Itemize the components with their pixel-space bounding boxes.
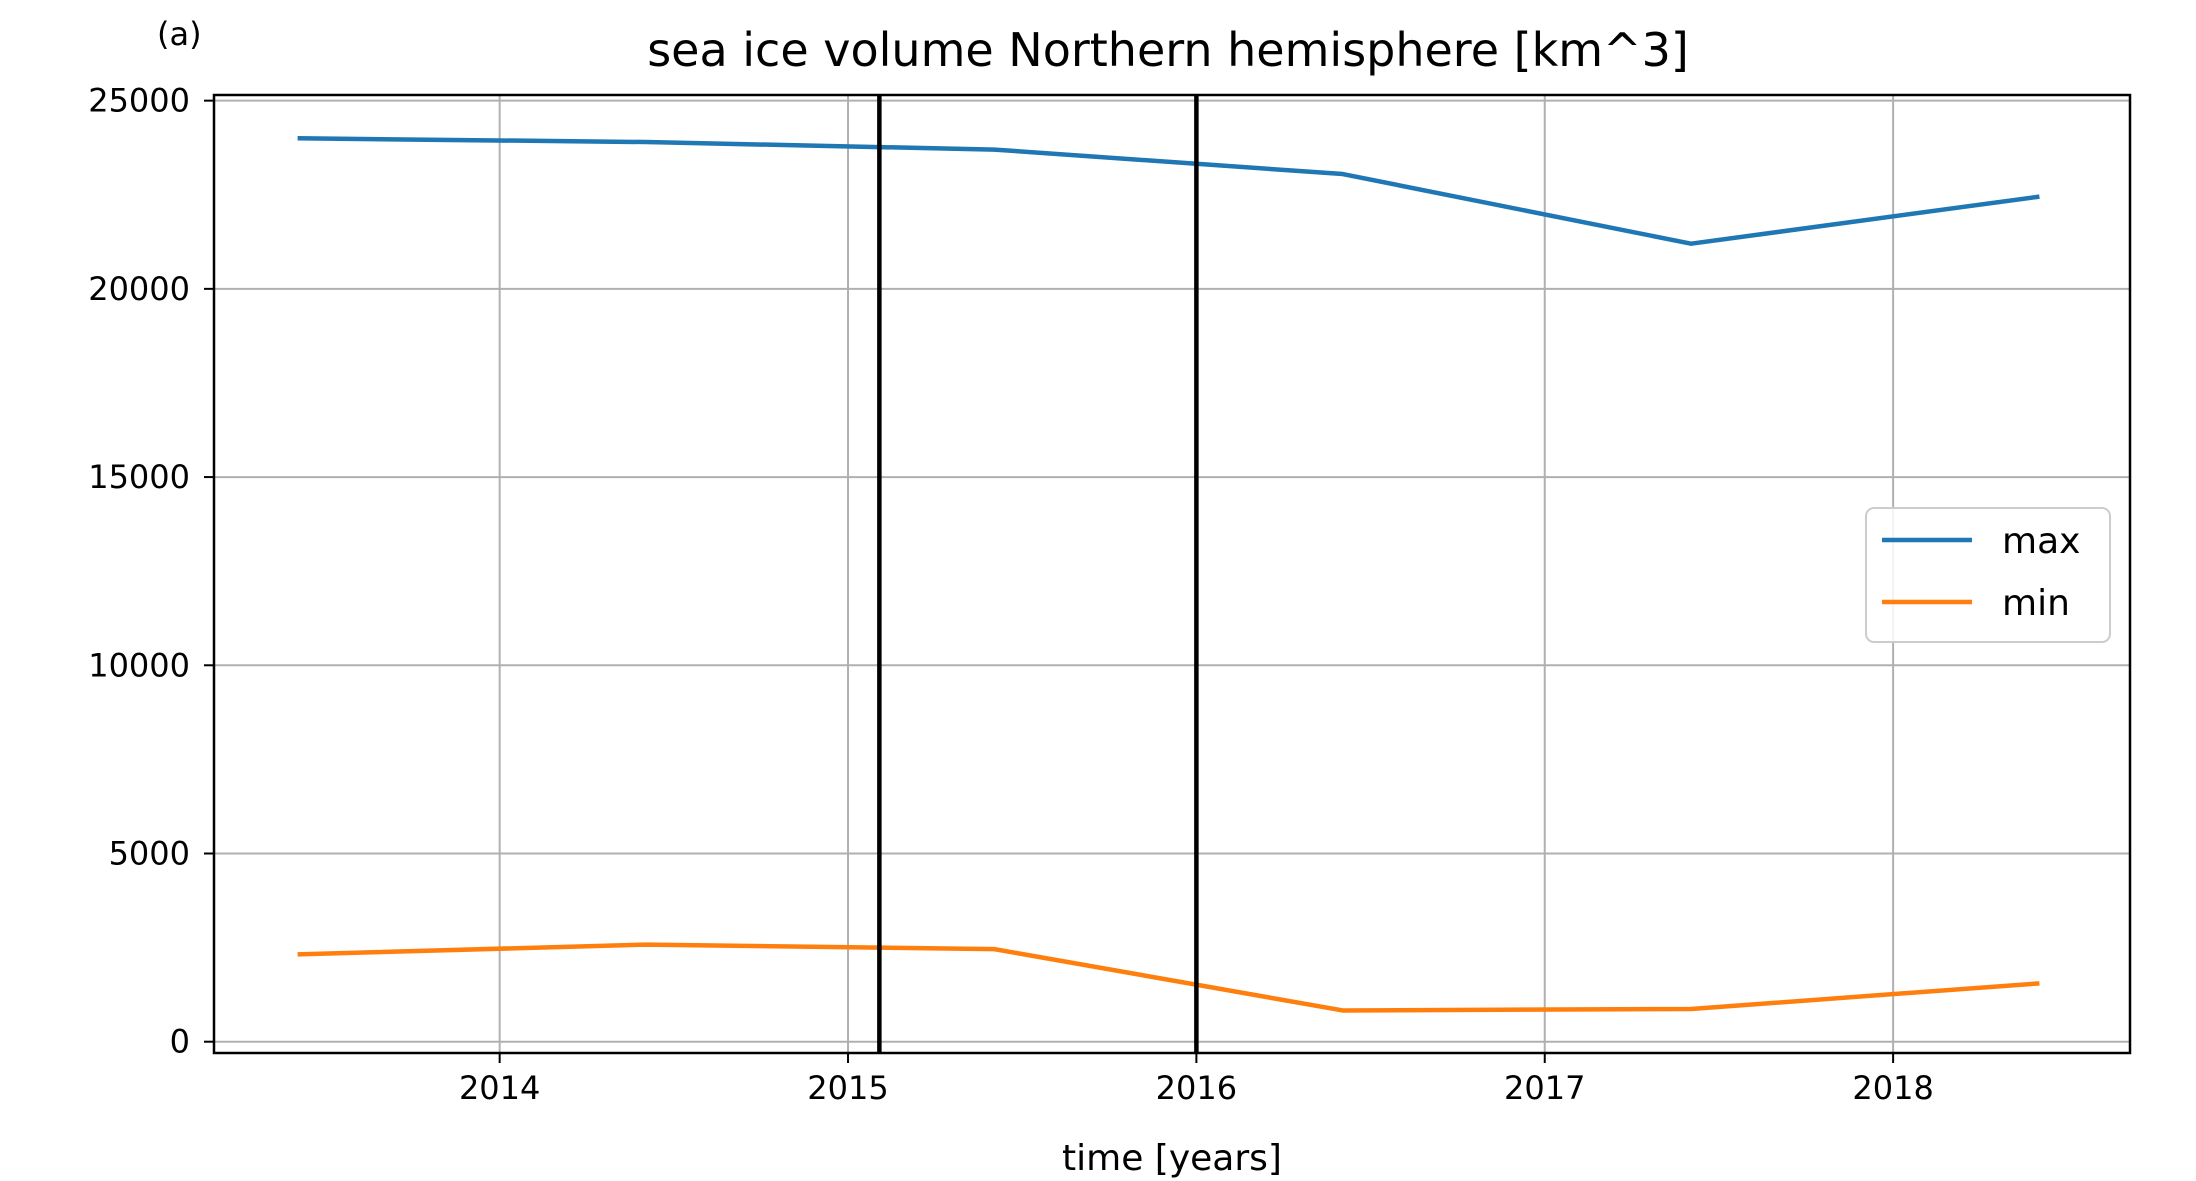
panel-label: (a) <box>157 15 202 53</box>
y-tick-label: 25000 <box>88 82 190 120</box>
x-tick-label: 2017 <box>1504 1069 1585 1107</box>
x-tick-label: 2015 <box>807 1069 888 1107</box>
y-tick-label: 20000 <box>88 270 190 308</box>
vertical-marker-lines <box>877 95 1199 1053</box>
y-tick-label: 0 <box>170 1023 190 1061</box>
x-tick-label: 2016 <box>1156 1069 1237 1107</box>
legend-label-min: min <box>2002 583 2070 624</box>
gridlines <box>214 95 2130 1053</box>
legend: max min <box>1865 507 2111 643</box>
y-axis-ticks: 0 5000 10000 15000 20000 25000 <box>88 82 214 1061</box>
series-line-max <box>297 136 2040 246</box>
x-tick-label: 2014 <box>459 1069 540 1107</box>
series-line-min <box>297 942 2040 1013</box>
series-lines <box>297 136 2040 1013</box>
x-axis-label: time [years] <box>1062 1138 1282 1179</box>
plot-area-frame <box>212 93 2132 1055</box>
legend-label-max: max <box>2002 521 2080 562</box>
chart-title: sea ice volume Northern hemisphere [km^3… <box>647 23 1689 77</box>
y-tick-label: 5000 <box>109 834 190 872</box>
x-axis-ticks: 2014 2015 2016 2017 2018 <box>459 1053 1934 1107</box>
x-tick-label: 2018 <box>1852 1069 1933 1107</box>
y-tick-label: 10000 <box>88 646 190 684</box>
y-tick-label: 15000 <box>88 458 190 496</box>
